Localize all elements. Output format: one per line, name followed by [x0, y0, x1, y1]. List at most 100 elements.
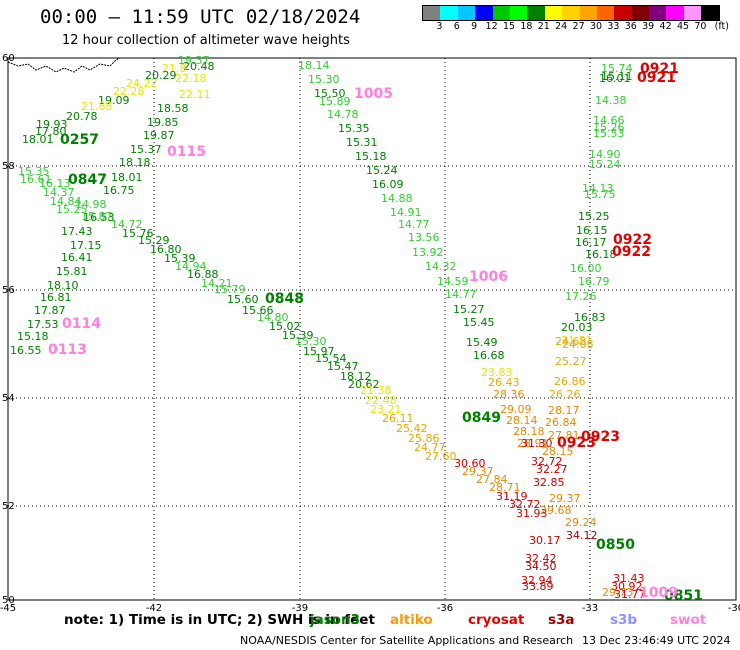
legend-label: (ft) [714, 21, 729, 32]
wave-height-value: 14.66 [593, 114, 625, 127]
wave-height-value: 18.14 [298, 59, 330, 72]
wave-height-value: 15.18 [17, 330, 49, 343]
longitude-tick: -33 [582, 603, 598, 614]
wave-height-value: 17.43 [61, 225, 93, 238]
pass-label: 0257 [60, 132, 99, 148]
wave-height-value: 15.49 [466, 336, 498, 349]
wave-height-value: 29.09 [500, 403, 532, 416]
wave-height-value: 28.15 [542, 445, 574, 458]
mission-s3a: s3a [548, 612, 575, 628]
wave-height-value: 16.83 [574, 311, 606, 324]
legend-label: 42 [659, 21, 672, 32]
legend-swatch-16 [701, 6, 719, 20]
wave-height-value: 13.56 [408, 231, 440, 244]
wave-height-value: 29.37 [462, 465, 494, 478]
wave-height-value: 17.80 [35, 125, 67, 138]
wave-height-value: 16.79 [578, 275, 610, 288]
latitude-tick: 56 [2, 285, 15, 296]
latitude-tick: 52 [2, 501, 15, 512]
legend-swatch-7 [544, 6, 563, 20]
legend-label: 21 [537, 21, 550, 32]
wave-height-value: 32.27 [536, 463, 568, 476]
wave-height-value: 18.10 [47, 279, 79, 292]
page-subtitle: 12 hour collection of altimeter wave hei… [62, 33, 350, 48]
pass-label: 0847 [68, 172, 107, 188]
wave-height-value: 16.88 [187, 268, 219, 281]
legend-label: 33 [607, 21, 620, 32]
wave-height-value: 15.37 [130, 143, 162, 156]
wave-height-value: 20.29 [145, 69, 177, 82]
lat-lon-grid [8, 58, 736, 600]
wave-height-value: 13.92 [412, 246, 444, 259]
wave-height-value: 19.87 [143, 129, 175, 142]
wave-height-value: 16.68 [473, 349, 505, 362]
legend-label: 18 [520, 21, 533, 32]
longitude-tick: -39 [292, 603, 308, 614]
wave-height-value: 29.68 [540, 504, 572, 517]
wave-height-value: 33.89 [522, 580, 554, 593]
wave-height-value: 14.78 [327, 108, 359, 121]
wave-height-value: 27.60 [425, 450, 457, 463]
wave-height-value: 16.00 [570, 262, 602, 275]
wave-height-value: 32.72 [509, 498, 541, 511]
legend-label: 3 [436, 21, 443, 32]
legend-swatch-10 [596, 6, 615, 20]
pass-label: 0923 [581, 429, 620, 445]
wave-height-value: 15.79 [214, 283, 246, 296]
wave-height-value: 25.42 [396, 422, 428, 435]
wave-height-value: 28.91 [517, 437, 549, 450]
wave-height-value: 31.30 [521, 437, 553, 450]
wave-height-value: 16.01 [599, 72, 631, 85]
wave-height-value: 15.25 [56, 203, 88, 216]
wave-height-value: 16.80 [150, 243, 182, 256]
longitude-tick: -30 [728, 603, 740, 614]
legend-label: 45 [676, 21, 690, 32]
wave-height-value: 23.83 [481, 366, 513, 379]
mission-jason3: jason3 [310, 612, 361, 628]
wave-height-value: 26.26 [549, 388, 581, 401]
wave-height-value: 16.17 [575, 236, 607, 249]
wave-height-value: 24.22 [126, 77, 158, 90]
wave-height-value: 23.21 [370, 403, 402, 416]
wave-height-value: 26.84 [545, 416, 577, 429]
wave-height-value: 14.32 [425, 260, 457, 273]
legend-swatch-2 [457, 6, 476, 20]
wave-height-value: 29.73 [602, 586, 634, 599]
wave-height-value: 15.35 [18, 165, 50, 178]
mission-altiko: altiko [390, 612, 433, 628]
pass-label: 0848 [265, 291, 304, 307]
wave-height-value: 15.47 [327, 360, 359, 373]
latitude-tick-labels: 60 58 56 54 52 50 [2, 53, 15, 606]
wave-height-value: 18.18 [119, 156, 151, 169]
credit-text: NOAA/NESDIS Center for Satellite Applica… [240, 634, 574, 647]
wave-height-value: 30.17 [529, 534, 561, 547]
wave-height-value: 15.75 [584, 188, 616, 201]
legend-label: 15 [502, 21, 516, 32]
wave-height-value: 17.87 [34, 304, 66, 317]
page-title: 00:00 — 11:59 UTC 02/18/2024 [40, 6, 361, 28]
wave-height-value: 19.37 [178, 54, 210, 67]
legend-label: 36 [624, 21, 637, 32]
wave-height-value: 14.77 [398, 218, 430, 231]
map-frame [7, 57, 737, 601]
legend-swatch-15 [683, 6, 702, 20]
wave-height-value: 14.91 [390, 206, 422, 219]
wave-height-value: 26.11 [382, 412, 414, 425]
pass-label: 0849 [462, 410, 501, 426]
legend-label: 39 [642, 21, 655, 32]
mission-cryosat: cryosat [468, 612, 525, 628]
wave-height-value: 15.24 [366, 164, 398, 177]
latitude-tick: 60 [2, 53, 15, 64]
wave-height-value: 14.77 [445, 288, 477, 301]
pass-label: 1005 [354, 86, 393, 102]
wave-height-value: 15.66 [242, 304, 274, 317]
wave-height-value: 19.85 [147, 116, 179, 129]
wave-height-value: 15.53 [593, 127, 625, 140]
wave-height-value: 18.12 [340, 370, 372, 383]
wave-height-value: 14.37 [43, 186, 75, 199]
wave-height-value: 16.13 [39, 177, 71, 190]
wave-height-value: 16.53 [83, 211, 115, 224]
wave-height-value: 15.02 [269, 320, 301, 333]
